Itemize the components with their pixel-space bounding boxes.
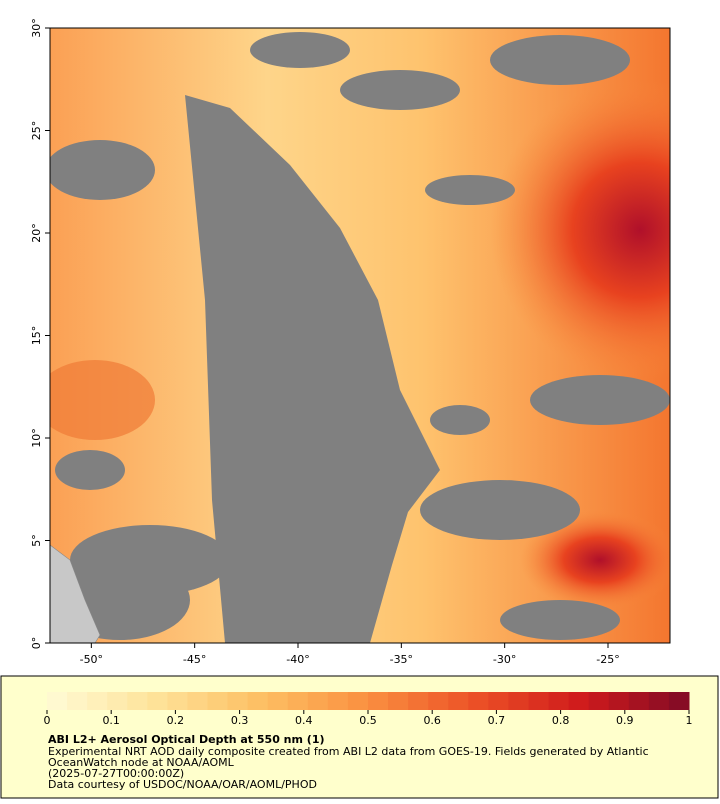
colorbar-segment	[368, 692, 389, 710]
y-tick-label: 10°	[30, 428, 43, 448]
colorbar-segment	[227, 692, 249, 710]
colorbar-segment	[428, 692, 449, 710]
caption-line: OceanWatch node at NOAA/AOML	[48, 756, 235, 769]
colorbar-segment	[107, 692, 128, 710]
colorbar-segment	[167, 692, 188, 710]
colorbar-segment	[408, 692, 429, 710]
colorbar-segment	[488, 692, 509, 710]
colorbar-segment	[668, 692, 690, 710]
aod-patch	[50, 360, 155, 440]
x-tick-label: -25°	[596, 653, 619, 666]
colorbar-segment	[67, 692, 88, 710]
colorbar-tick-label: 1	[686, 714, 693, 727]
colorbar-segment	[468, 692, 489, 710]
y-tick-label: 15°	[30, 326, 43, 346]
colorbar-tick-label: 0.8	[552, 714, 570, 727]
colorbar-segment	[147, 692, 168, 710]
colorbar-segment	[47, 692, 68, 710]
colorbar-segment	[508, 692, 529, 710]
colorbar-segment	[628, 692, 650, 710]
x-tick-label: -45°	[183, 653, 206, 666]
y-tick-label: 30°	[30, 18, 43, 38]
colorbar-tick-label: 0	[44, 714, 51, 727]
x-tick-label: -35°	[390, 653, 413, 666]
colorbar-segment	[267, 692, 289, 710]
colorbar-segment	[648, 692, 670, 710]
map	[50, 28, 670, 643]
caption-line: Experimental NRT AOD daily composite cre…	[48, 745, 649, 758]
colorbar-segment	[388, 692, 409, 710]
colorbar-segment	[347, 692, 369, 710]
colorbar-tick-label: 0.6	[423, 714, 441, 727]
y-tick-label: 0°	[30, 637, 43, 650]
colorbar-tick-label: 0.5	[359, 714, 377, 727]
colorbar-segment	[207, 692, 229, 710]
x-tick-label: -40°	[286, 653, 309, 666]
land	[50, 544, 101, 643]
colorbar-segment	[247, 692, 269, 710]
high-aod-region	[520, 510, 670, 610]
colorbar-segment	[327, 692, 349, 710]
colorbar-tick-label: 0.1	[102, 714, 120, 727]
colorbar-segment	[528, 692, 550, 710]
caption-line: (2025-07-27T00:00:00Z)	[48, 767, 184, 780]
colorbar-segment	[127, 692, 148, 710]
colorbar-tick-label: 0.2	[167, 714, 185, 727]
colorbar-segment	[608, 692, 630, 710]
colorbar-segment	[448, 692, 469, 710]
no-data	[50, 32, 670, 643]
colorbar-tick-label: 0.3	[231, 714, 249, 727]
colorbar-tick-label: 0.4	[295, 714, 313, 727]
colorbar-segment	[287, 692, 309, 710]
colorbar-tick-label: 0.9	[616, 714, 634, 727]
caption-line: Data courtesy of USDOC/NOAA/OAR/AOML/PHO…	[48, 778, 317, 791]
colorbar-segment	[568, 692, 590, 710]
high-aod-region	[490, 80, 670, 380]
x-tick-label: -30°	[493, 653, 516, 666]
colorbar-segment	[588, 692, 610, 710]
colorbar-segment	[187, 692, 208, 710]
y-tick-label: 20°	[30, 223, 43, 243]
x-tick-label: -50°	[80, 653, 103, 666]
caption-title: ABI L2+ Aerosol Optical Depth at 550 nm …	[48, 733, 325, 746]
colorbar-segment	[548, 692, 570, 710]
colorbar-tick-label: 0.7	[488, 714, 506, 727]
colorbar-segment	[87, 692, 108, 710]
y-tick-label: 5°	[30, 534, 43, 547]
colorbar-segment	[307, 692, 329, 710]
y-tick-label: 25°	[30, 121, 43, 141]
